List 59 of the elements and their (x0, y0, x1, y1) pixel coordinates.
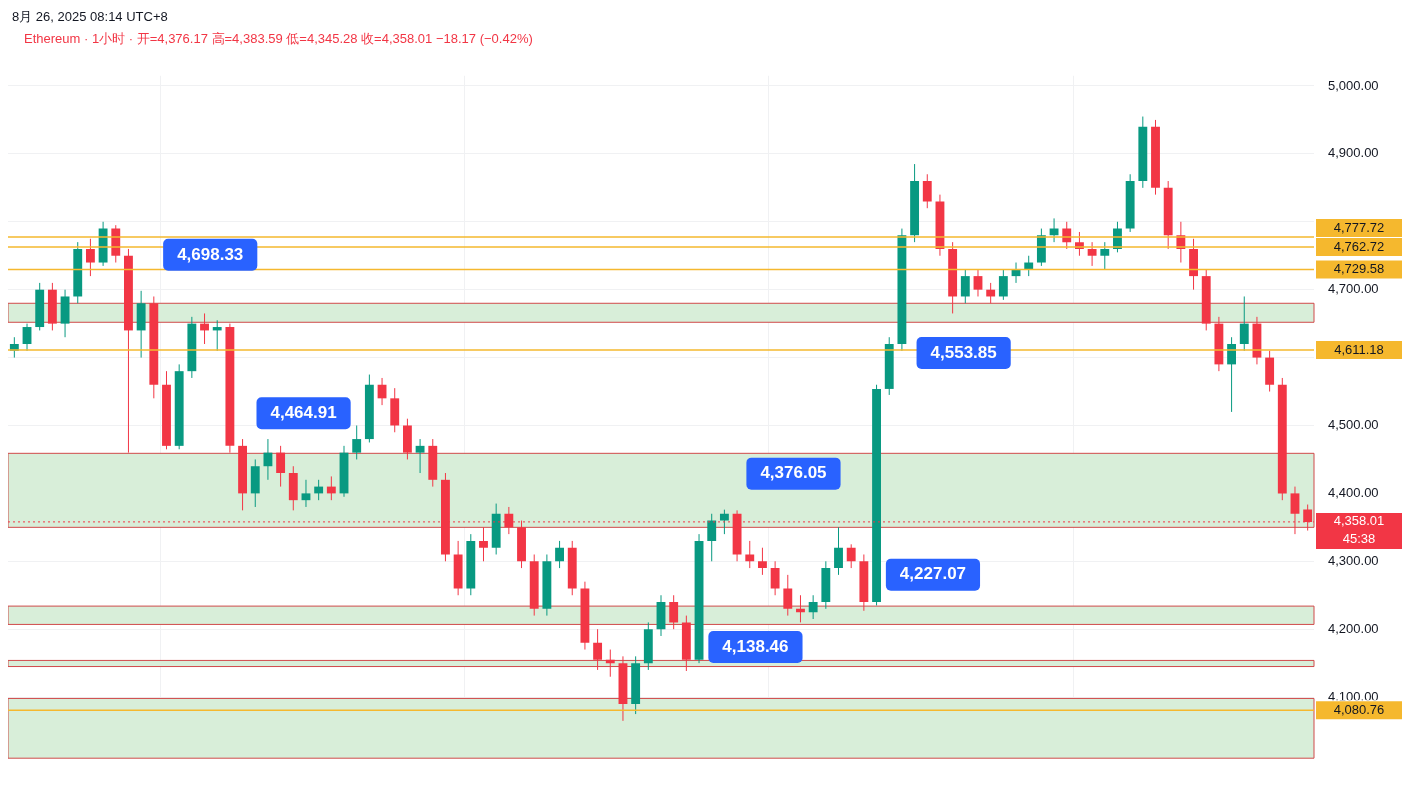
y-tick-label: 4,100.00 (1328, 688, 1379, 704)
candlestick (415, 438, 425, 474)
candlestick (326, 475, 336, 501)
ref-line-label: 4,729.58 (1333, 261, 1385, 277)
candlestick (808, 594, 818, 620)
candlestick (1239, 295, 1249, 352)
candlestick (1024, 255, 1034, 277)
candlestick (986, 282, 996, 304)
candlestick (22, 323, 32, 352)
candlestick (998, 268, 1008, 301)
candlestick (314, 479, 324, 501)
candlestick (1049, 217, 1059, 243)
candlestick (770, 560, 780, 596)
candlestick (1227, 336, 1237, 413)
candlestick (212, 319, 222, 352)
ref-line-label: 4,611.18 (1334, 341, 1384, 357)
annotation: 4,464.91 (270, 403, 337, 422)
y-tick-label: 4,900.00 (1328, 145, 1379, 161)
annotation: 4,227.07 (899, 564, 967, 584)
ref-line-label: 4,777.72 (1333, 219, 1385, 235)
candlestick (593, 628, 603, 671)
ref-line-label: 4,358.01 45:38 (1333, 513, 1385, 547)
candlestick (846, 543, 856, 569)
candlestick (669, 594, 679, 630)
candlestick (783, 574, 793, 617)
candlestick (352, 424, 362, 460)
y-tick-label: 5,000.00 (1328, 77, 1379, 93)
candlestick (263, 438, 273, 481)
candlestick (973, 268, 983, 297)
candlestick (834, 526, 843, 576)
candlestick (605, 649, 615, 678)
candlestick (276, 445, 286, 488)
candlestick (745, 540, 755, 569)
candlestick (1087, 241, 1097, 267)
annotation: 4,698.33 (177, 244, 244, 264)
chart-title: Ethereum · 1小时 · 开=4,376.17 高=4,383.59 低=4,345.28 收=4,358.01 −18.17 (−0.42%) (23, 30, 534, 48)
chart-subtitle: 8月 26, 2025 08:14 UTC+8 (11, 8, 169, 26)
candlestick (479, 526, 488, 562)
annotation: 4,376.05 (760, 463, 827, 483)
candlestick (85, 238, 95, 277)
ref-line-label: 4,762.72 (1333, 238, 1385, 254)
candlestick (796, 594, 805, 623)
y-tick-label: 4,300.00 (1328, 552, 1379, 568)
candlestick (719, 509, 729, 535)
y-tick-label: 4,200.00 (1328, 620, 1379, 636)
ref-line-label: 4,080.76 (1333, 701, 1385, 717)
annotation: 4,138.46 (722, 636, 789, 656)
candlestick (1100, 241, 1110, 270)
y-tick-label: 4,400.00 (1328, 484, 1379, 500)
candlestick (758, 547, 767, 576)
candlestick (200, 312, 209, 345)
candlestick (301, 479, 311, 508)
candlestick (555, 540, 564, 569)
annotation: 4,553.85 (930, 342, 997, 362)
y-tick-label: 4,500.00 (1328, 417, 1379, 433)
candlestick (707, 513, 717, 562)
candlestick (922, 173, 932, 209)
candlestick (960, 268, 970, 304)
y-tick-label: 4,700.00 (1328, 281, 1379, 297)
